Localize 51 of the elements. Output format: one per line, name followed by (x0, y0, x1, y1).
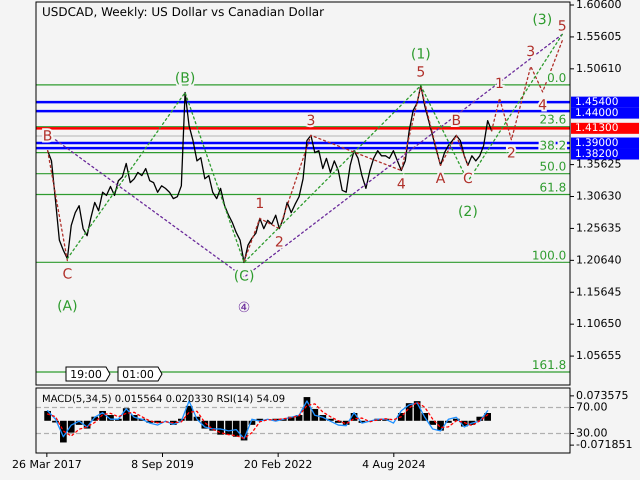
chart-title: USDCAD, Weekly: US Dollar vs Canadian Dollar (42, 5, 324, 19)
annotation: 4 (396, 176, 406, 192)
x-tick-label: 8 Sep 2019 (131, 458, 194, 471)
annotation: 01:00 (122, 368, 154, 382)
y-tick-label: 1.25635 (576, 221, 622, 234)
annotation: 23.6 (540, 112, 566, 127)
annotation: (1) (410, 46, 431, 62)
annotation: (A) (57, 298, 78, 315)
annotation: 2 (274, 234, 284, 250)
y-tick-label: 1.10650 (576, 317, 622, 330)
y2-tick-label: 70.00 (576, 400, 608, 414)
annotation: (3) (532, 12, 552, 28)
x-tick-label: 4 Aug 2024 (362, 458, 426, 471)
y2-tick-label: 30.00 (576, 426, 608, 440)
annotation: 1 (255, 196, 264, 212)
annotation: 19:00 (70, 368, 102, 382)
annotation: (C) (234, 268, 254, 284)
y-tick-label: 1.05655 (576, 349, 622, 362)
annotation: 61.8 (540, 180, 566, 195)
y-tick-label: 1.15645 (576, 285, 622, 298)
annotation: 3 (306, 113, 316, 130)
annotation: 0.0 (547, 70, 566, 85)
text: MACD(5,34,5) 0.015564 0.020330 RSI(14) 54.09 (42, 394, 286, 405)
ref-line-label: 1.45400 (575, 96, 618, 108)
x-tick-label: 26 Mar 2017 (12, 458, 82, 471)
ref-line-label: 1.44000 (575, 107, 618, 119)
annotation: B (42, 128, 52, 145)
annotation: 50.0 (540, 160, 566, 174)
y-tick-label: 1.30630 (576, 190, 622, 203)
annotation: C (62, 266, 72, 282)
y-tick-label: -0.071851 (576, 438, 632, 452)
annotation: 5 (416, 64, 426, 81)
annotation: ④ (238, 300, 250, 316)
annotation: B (451, 113, 462, 130)
annotation: 161.8 (532, 358, 566, 372)
annotation: A (436, 171, 446, 188)
y-tick-label: 1.20640 (576, 253, 622, 266)
annotation: (2) (458, 204, 478, 220)
x-tick-label: 20 Feb 2022 (244, 458, 312, 471)
ref-line-label: 1.38200 (575, 148, 618, 160)
annotation: 3 (526, 44, 536, 60)
y-tick-label: 1.55605 (576, 30, 622, 43)
annotation: 5 (558, 18, 567, 35)
ref-line-label: 1.41300 (575, 122, 618, 134)
y-tick-label: 1.50610 (576, 62, 622, 75)
y-tick-label: 1.60600 (576, 0, 622, 12)
y-tick-label: 1.35625 (576, 158, 622, 171)
y-tick-label: 0.073575 (576, 388, 628, 402)
ref-line-label: 1.39000 (575, 136, 618, 149)
annotation: 100.0 (532, 248, 566, 262)
annotation: (B) (174, 70, 196, 86)
